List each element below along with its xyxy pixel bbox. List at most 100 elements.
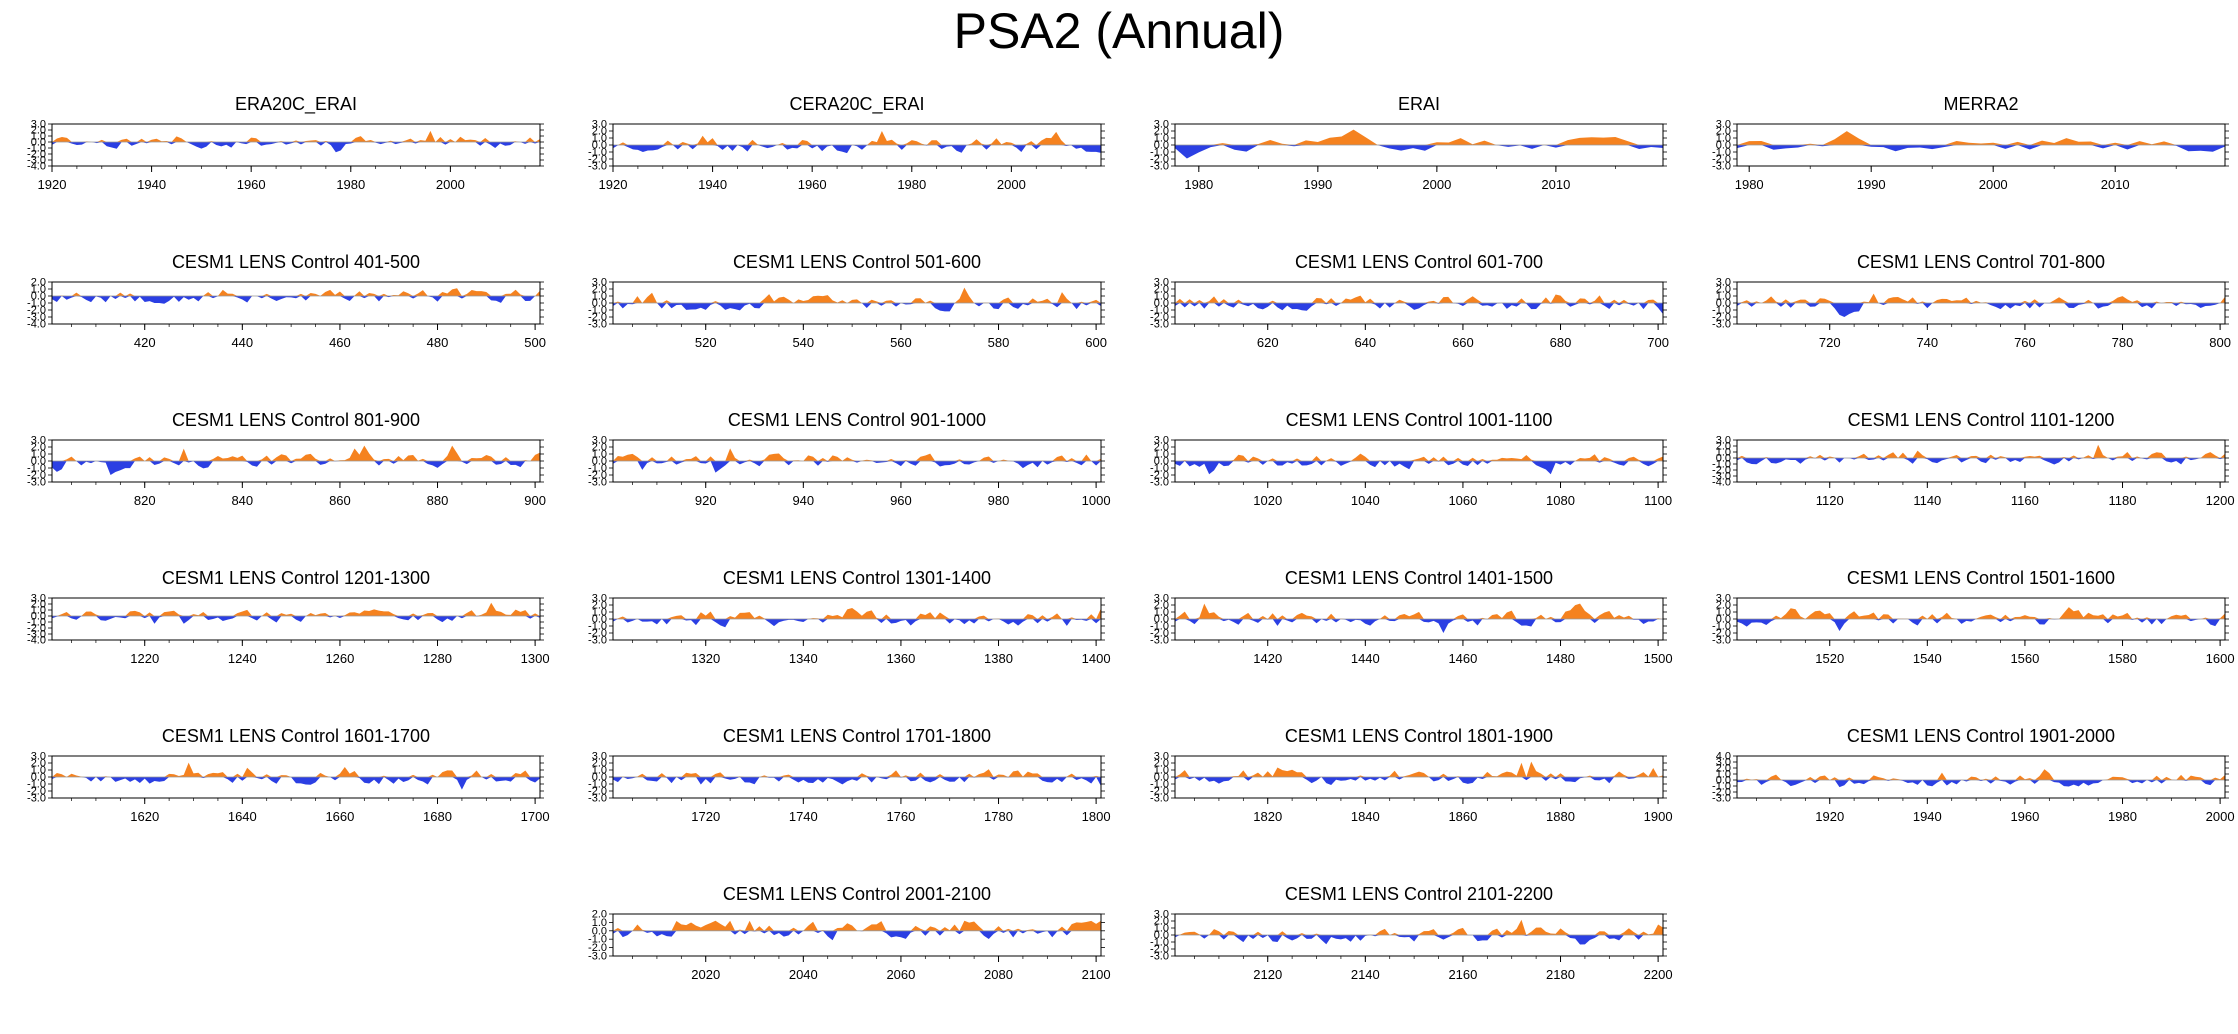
y-tick-label: 3.0	[592, 593, 607, 605]
y-tick-label: -2.0	[588, 312, 607, 324]
y-tick-label: -1.0	[588, 779, 607, 791]
chart-panel: CESM1 LENS Control 1801-1900 1820 1840 1860…	[1123, 726, 1673, 876]
y-tick-label: 3.0	[592, 277, 607, 289]
x-tick-label: 540	[792, 335, 814, 350]
x-tick-label: 1780	[984, 809, 1013, 824]
y-tick-label: -2.0	[27, 470, 46, 482]
positive-area	[613, 608, 1101, 619]
y-tick-label: -1.0	[27, 617, 46, 629]
positive-area	[1737, 293, 2225, 303]
y-tick-label: -3.0	[588, 319, 607, 331]
y-tick-label: -3.0	[1150, 793, 1169, 805]
x-tick-label: 1500	[1644, 651, 1673, 666]
negative-area	[1737, 145, 2225, 152]
x-tick-label: 1940	[1913, 809, 1942, 824]
negative-area	[1737, 303, 2225, 317]
y-tick-label: 2.0	[592, 909, 607, 921]
y-tick-label: 4.0	[1716, 751, 1731, 763]
positive-area	[52, 762, 531, 777]
y-tick-label: -1.0	[1150, 305, 1169, 317]
panel-title: CESM1 LENS Control 2001-2100	[722, 884, 992, 904]
y-tick-label: -4.0	[1712, 477, 1731, 489]
x-tick-label: 600	[1085, 335, 1107, 350]
x-tick-label: 1520	[1815, 651, 1844, 666]
x-tick-label: 480	[427, 335, 449, 350]
y-tick-label: 2.0	[1154, 600, 1169, 612]
positive-area	[1175, 919, 1663, 935]
positive-area	[1737, 444, 2225, 458]
x-tick-label: 1800	[1082, 809, 1111, 824]
positive-area	[613, 448, 1101, 461]
x-tick-label: 660	[1452, 335, 1474, 350]
x-tick-label: 2010	[1541, 177, 1570, 192]
x-tick-label: 680	[1550, 335, 1572, 350]
chart-panel: CESM1 LENS Control 1101-1200 1120 1140 1160…	[1685, 410, 2235, 560]
negative-area	[613, 461, 1101, 473]
y-tick-label: -2.0	[27, 305, 46, 317]
y-tick-label: -3.0	[1150, 477, 1169, 489]
y-tick-label: -3.0	[1712, 471, 1731, 483]
y-tick-label: -1.0	[1150, 463, 1169, 475]
panel-title: CESM1 LENS Control 1301-1400	[722, 568, 992, 588]
y-tick-label: 0.0	[1154, 772, 1169, 784]
y-tick-label: -2.0	[27, 786, 46, 798]
negative-area	[1175, 303, 1663, 315]
chart-panel: CESM1 LENS Control 2101-2200 2120 2140 2160…	[1123, 884, 1673, 1034]
negative-area	[52, 296, 536, 304]
positive-area	[613, 287, 1101, 303]
x-tick-label: 560	[890, 335, 912, 350]
plot-frame	[51, 597, 541, 641]
y-tick-label: 1.0	[1154, 291, 1169, 303]
positive-area	[1741, 769, 2225, 780]
x-tick-label: 2020	[691, 967, 720, 982]
y-tick-label: 2.0	[31, 277, 46, 289]
chart-panel: ERA20C_ERAI 1920 1940 1960 1980 2000 3.0 2.0 1.0…	[0, 94, 548, 244]
panel-plot: 1920 1940 1960 1980 2000 3.02.01.00.0-1.0-2.0…	[588, 119, 1105, 192]
panel-title: MERRA2	[1943, 94, 2019, 114]
y-tick-label: 0.0	[1716, 453, 1731, 465]
panel-title: ERAI	[1397, 94, 1440, 114]
x-tick-label: 2060	[886, 967, 915, 982]
y-tick-label: 0.0	[1154, 140, 1169, 152]
figure-title: PSA2 (Annual)	[953, 3, 1285, 59]
y-tick-label: -4.0	[27, 161, 46, 173]
y-tick-label: -3.0	[588, 635, 607, 647]
y-tick-label: -3.0	[1150, 635, 1169, 647]
panel-plot: 1120 1140 1160 1180 1200 3.02.01.00.0-1.0-2.0…	[1712, 435, 2235, 509]
x-tick-label: 2160	[1448, 967, 1477, 982]
y-tick-label: -2.0	[1150, 154, 1169, 166]
y-tick-label: 3.0	[1154, 435, 1169, 447]
panel-title: CESM1 LENS Control 1501-1600	[1846, 568, 2116, 588]
x-tick-label: 1720	[691, 809, 720, 824]
positive-area	[617, 131, 1067, 145]
y-tick-label: 0.0	[592, 456, 607, 468]
x-tick-label: 1990	[1303, 177, 1332, 192]
y-tick-label: 1.0	[592, 765, 607, 777]
x-tick-label: 740	[1916, 335, 1938, 350]
x-tick-label: 1660	[325, 809, 354, 824]
negative-area	[1175, 777, 1639, 785]
x-tick-label: 1580	[2108, 651, 2137, 666]
x-tick-label: 2040	[789, 967, 818, 982]
x-tick-label: 940	[792, 493, 814, 508]
panel-plot: 1520 1540 1560 1580 1600 3.02.01.00.0-1.0-2.0…	[1712, 593, 2235, 667]
negative-area	[1175, 461, 1659, 475]
y-tick-label: -3.0	[1712, 635, 1731, 647]
y-tick-label: -2.0	[1150, 944, 1169, 956]
negative-area	[1737, 619, 2221, 631]
x-tick-label: 1020	[1253, 493, 1282, 508]
y-tick-label: 2.0	[1716, 126, 1731, 138]
y-tick-label: -1.0	[27, 143, 46, 155]
y-tick-label: 1.0	[31, 284, 46, 296]
chart-panel: CESM1 LENS Control 401-500 420 440 460 480 50…	[0, 252, 548, 402]
y-tick-label: -3.0	[588, 477, 607, 489]
x-tick-label: 1620	[130, 809, 159, 824]
y-tick-label: 2.0	[31, 758, 46, 770]
x-tick-label: 1960	[798, 177, 827, 192]
chart-panel: CESM1 LENS Control 2001-2100 2020 2040 2060…	[561, 884, 1111, 1034]
y-tick-label: 3.0	[1716, 593, 1731, 605]
x-tick-label: 1640	[228, 809, 257, 824]
y-tick-label: -1.0	[27, 779, 46, 791]
x-tick-label: 620	[1257, 335, 1279, 350]
